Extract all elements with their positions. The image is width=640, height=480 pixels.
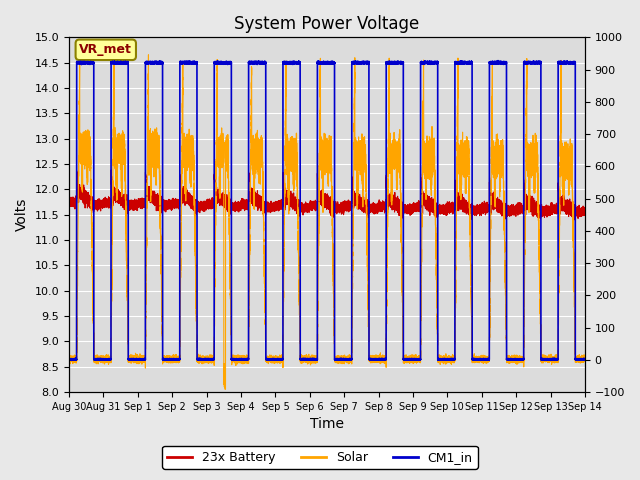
Text: VR_met: VR_met xyxy=(79,43,132,56)
X-axis label: Time: Time xyxy=(310,418,344,432)
Title: System Power Voltage: System Power Voltage xyxy=(234,15,420,33)
Legend: 23x Battery, Solar, CM1_in: 23x Battery, Solar, CM1_in xyxy=(163,446,477,469)
Y-axis label: Volts: Volts xyxy=(15,198,29,231)
